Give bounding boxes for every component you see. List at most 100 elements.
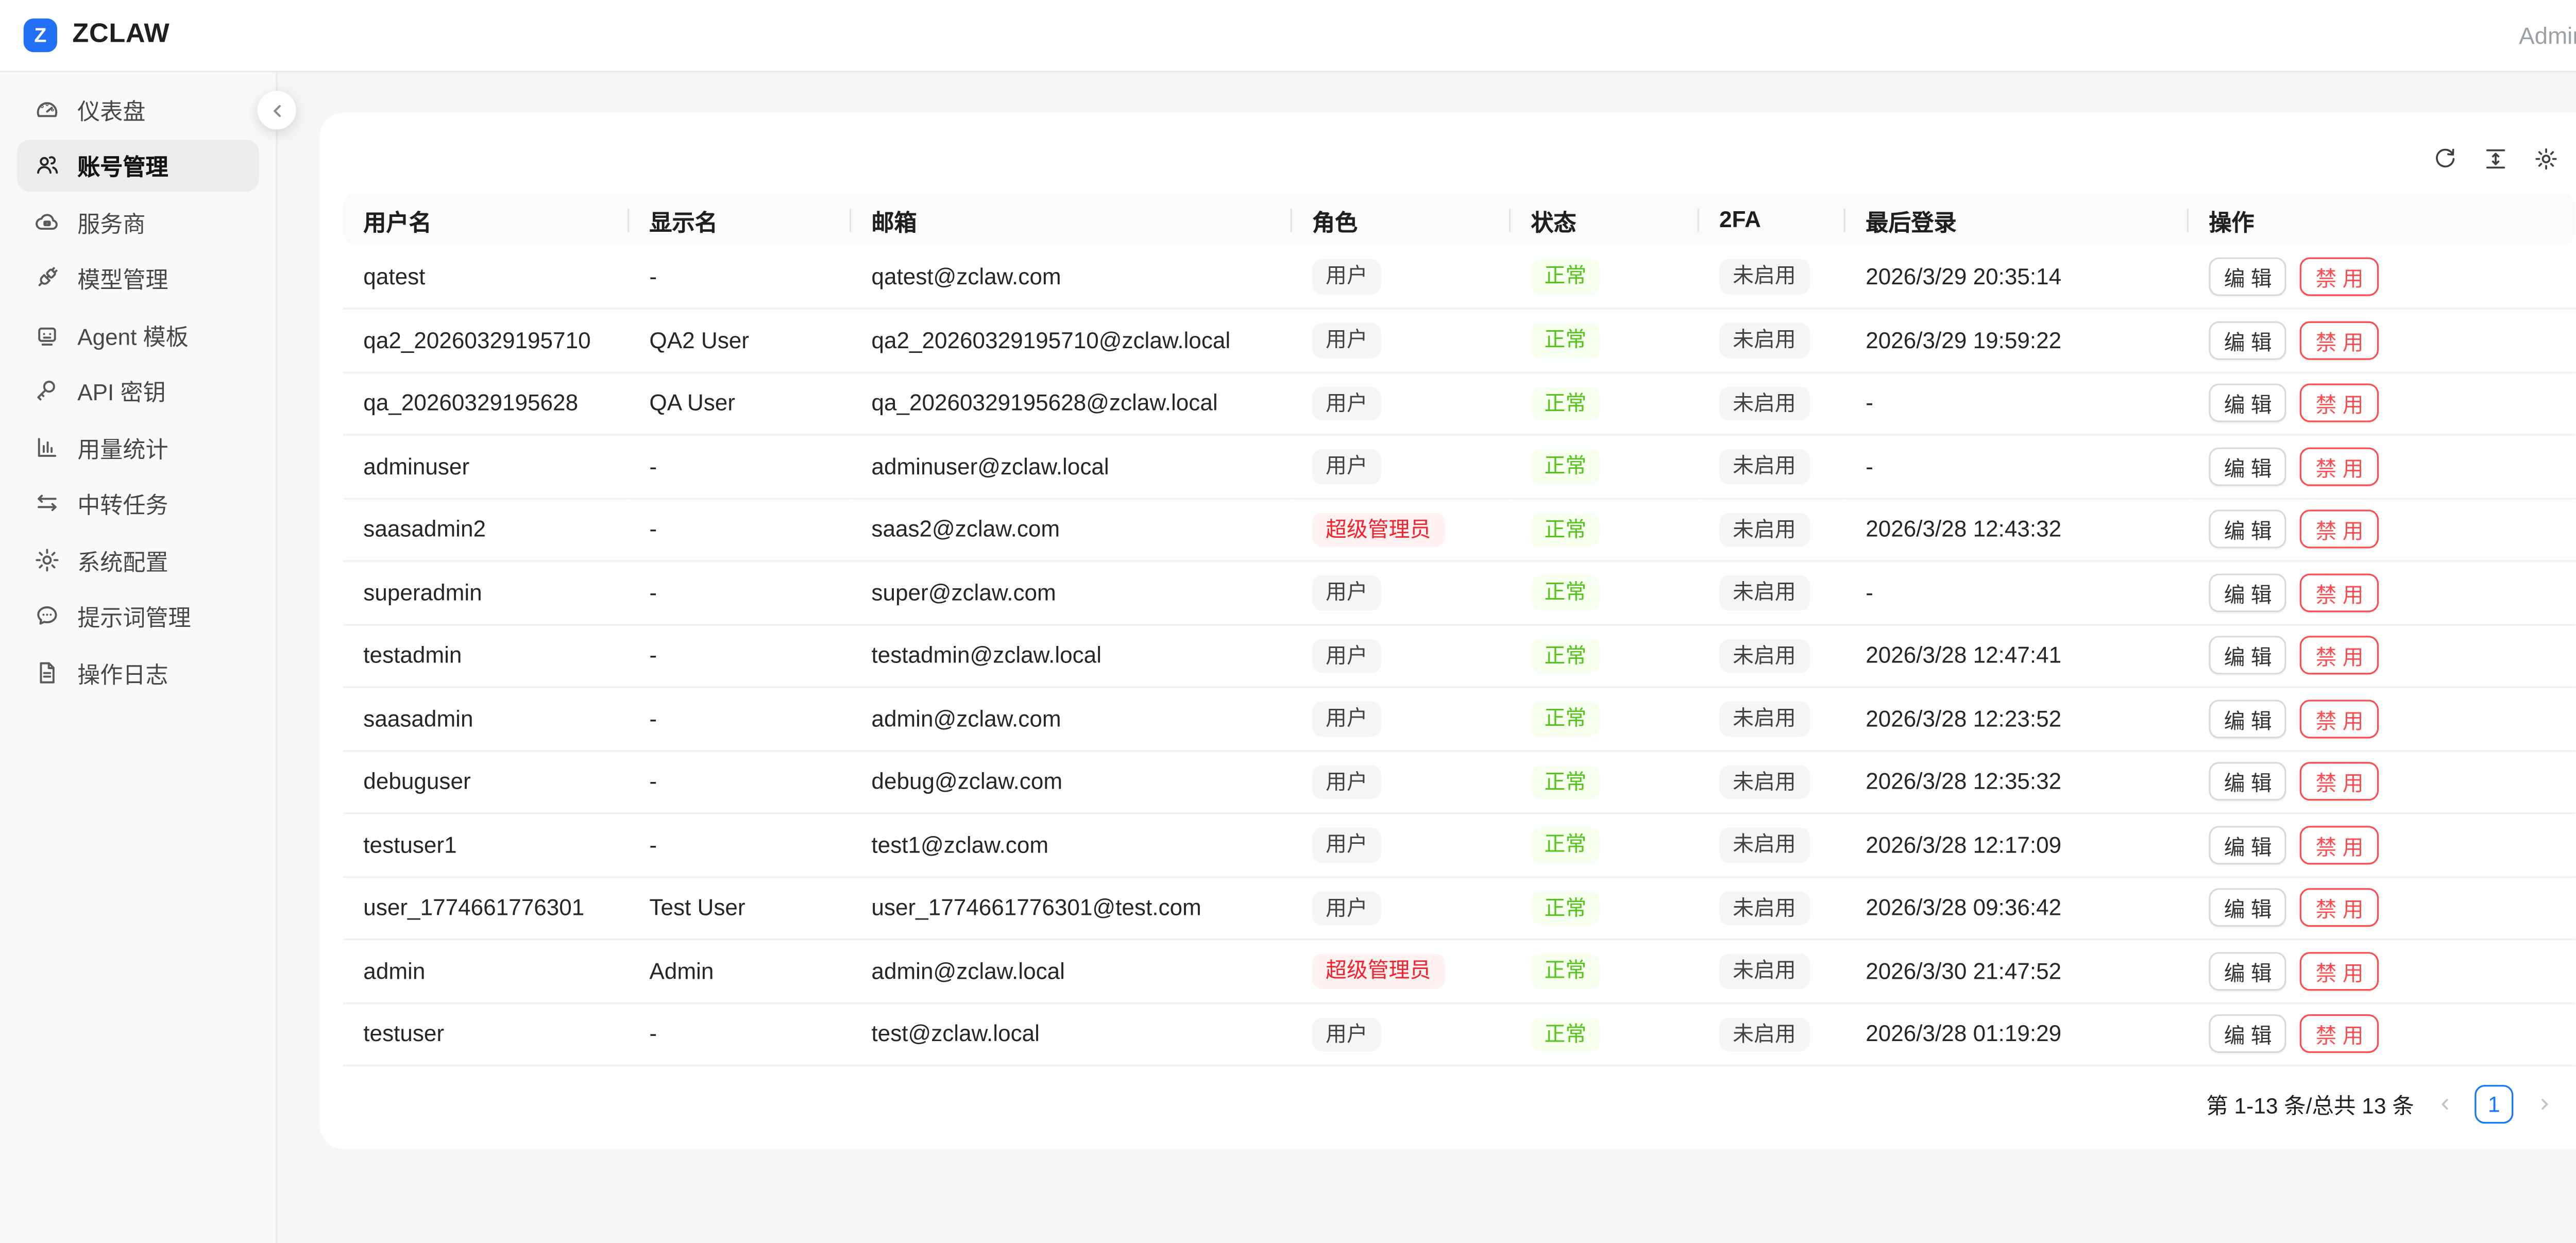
user-menu[interactable]: Admin	[2519, 22, 2576, 49]
cell-role: 用户	[1292, 876, 1511, 941]
role-badge: 用户	[1312, 701, 1381, 736]
sidebar-item-5[interactable]: API 密钥	[17, 364, 259, 417]
status-badge: 正常	[1531, 1016, 1600, 1051]
cell-status: 正常	[1511, 813, 1699, 877]
cell-email: test1@zclaw.com	[851, 813, 1292, 877]
reload-icon[interactable]	[2433, 145, 2458, 171]
disable-button[interactable]: 禁 用	[2300, 636, 2379, 675]
column-height-icon[interactable]	[2483, 145, 2509, 171]
disable-button[interactable]: 禁 用	[2300, 1014, 2379, 1053]
twofa-badge: 未启用	[1719, 575, 1809, 610]
sidebar-item-8[interactable]: 系统配置	[17, 533, 259, 586]
disable-button[interactable]: 禁 用	[2300, 699, 2379, 738]
disable-button[interactable]: 禁 用	[2300, 762, 2379, 802]
cell-role: 用户	[1292, 624, 1511, 688]
twofa-badge: 未启用	[1719, 322, 1809, 357]
edit-button[interactable]: 编 辑	[2209, 447, 2287, 486]
cell-role: 用户	[1292, 1002, 1511, 1067]
cell-status: 正常	[1511, 309, 1699, 373]
cell-actions: 编 辑禁 用	[2189, 750, 2576, 814]
sidebar-item-label: 中转任务	[77, 493, 168, 519]
cell-email: qatest@zclaw.com	[851, 245, 1292, 310]
disable-button[interactable]: 禁 用	[2300, 257, 2379, 296]
disable-button[interactable]: 禁 用	[2300, 320, 2379, 360]
sidebar-item-1[interactable]: 账号管理	[16, 139, 259, 192]
sidebar-item-3[interactable]: 模型管理	[17, 251, 259, 304]
sidebar-item-10[interactable]: 操作日志	[17, 646, 259, 699]
cell-email: adminuser@zclaw.local	[851, 435, 1292, 499]
twofa-badge: 未启用	[1719, 386, 1809, 421]
role-badge: 用户	[1312, 575, 1381, 610]
cell-username: testuser	[343, 1002, 630, 1067]
disable-button[interactable]: 禁 用	[2300, 825, 2379, 864]
edit-button[interactable]: 编 辑	[2209, 510, 2287, 549]
status-badge: 正常	[1531, 953, 1600, 989]
pagination-prev-button[interactable]	[2429, 1084, 2460, 1122]
edit-button[interactable]: 编 辑	[2209, 573, 2287, 612]
user-table-card: 用户名 显示名 邮箱 角色 状态 2FA 最后登录 操作 qatest - qatest@zcla…	[319, 112, 2576, 1149]
disable-button[interactable]: 禁 用	[2300, 573, 2379, 612]
sidebar-item-7[interactable]: 中转任务	[17, 477, 259, 530]
sidebar-item-9[interactable]: 提示词管理	[17, 589, 259, 642]
column-header-actions: 操作	[2189, 193, 2576, 246]
sidebar-item-2[interactable]: 服务商	[17, 195, 259, 248]
edit-button[interactable]: 编 辑	[2209, 762, 2287, 802]
cell-status: 正常	[1511, 939, 1699, 1003]
role-badge: 超级管理员	[1312, 512, 1445, 547]
edit-button[interactable]: 编 辑	[2209, 257, 2287, 296]
sidebar-item-label: 服务商	[77, 211, 146, 237]
cell-display-name: -	[629, 498, 852, 562]
cell-display-name: -	[629, 435, 852, 499]
disable-button[interactable]: 禁 用	[2300, 888, 2379, 928]
edit-button[interactable]: 编 辑	[2209, 320, 2287, 360]
disable-button[interactable]: 禁 用	[2300, 951, 2379, 991]
cell-username: admin	[343, 939, 630, 1003]
disable-button[interactable]: 禁 用	[2300, 384, 2379, 423]
disable-button[interactable]: 禁 用	[2300, 510, 2379, 549]
cell-actions: 编 辑禁 用	[2189, 939, 2576, 1003]
cell-username: qa2_20260329195710	[343, 309, 630, 373]
cell-role: 用户	[1292, 560, 1511, 625]
cell-email: qa2_20260329195710@zclaw.local	[851, 309, 1292, 373]
pagination: 第 1-13 条/总共 13 条 1	[343, 1066, 2575, 1140]
sidebar-item-4[interactable]: Agent 模板	[17, 308, 259, 361]
brand[interactable]: Z ZCLAW	[23, 18, 170, 53]
edit-button[interactable]: 编 辑	[2209, 384, 2287, 423]
cell-display-name: QA User	[629, 371, 852, 436]
user-table: 用户名 显示名 邮箱 角色 状态 2FA 最后登录 操作 qatest - qatest@zcla…	[343, 193, 2576, 1067]
brand-logo-icon: Z	[23, 18, 58, 53]
role-badge: 用户	[1312, 764, 1381, 799]
status-badge: 正常	[1531, 512, 1600, 547]
cell-last-login: -	[1845, 435, 2189, 499]
cell-username: superadmin	[343, 560, 630, 625]
table-body: qatest - qatest@zclaw.com 用户 正常 未启用 2026/3/29 …	[343, 245, 2576, 1067]
edit-button[interactable]: 编 辑	[2209, 825, 2287, 864]
pagination-page-1-button[interactable]: 1	[2475, 1084, 2514, 1123]
twofa-badge: 未启用	[1719, 512, 1809, 547]
settings-icon[interactable]	[2534, 145, 2559, 171]
edit-button[interactable]: 编 辑	[2209, 1014, 2287, 1053]
status-badge: 正常	[1531, 575, 1600, 610]
pagination-next-button[interactable]	[2529, 1084, 2559, 1122]
sidebar-item-6[interactable]: 用量统计	[17, 420, 259, 473]
cell-role: 用户	[1292, 309, 1511, 373]
cell-last-login: 2026/3/28 12:43:32	[1845, 498, 2189, 562]
edit-button[interactable]: 编 辑	[2209, 699, 2287, 738]
cell-last-login: -	[1845, 560, 2189, 625]
users-icon	[33, 152, 60, 179]
table-row: admin Admin admin@zclaw.local 超级管理员 正常 未启用 202…	[343, 939, 2576, 1003]
cell-username: adminuser	[343, 435, 630, 499]
sidebar-item-label: 账号管理	[77, 155, 168, 181]
sidebar-collapse-button[interactable]	[257, 91, 296, 130]
sidebar-item-label: 操作日志	[77, 662, 168, 688]
table-row: debuguser - debug@zclaw.com 用户 正常 未启用 2026/3/2…	[343, 750, 2576, 814]
edit-button[interactable]: 编 辑	[2209, 636, 2287, 675]
edit-button[interactable]: 编 辑	[2209, 888, 2287, 928]
cell-display-name: Admin	[629, 939, 852, 1003]
disable-button[interactable]: 禁 用	[2300, 447, 2379, 486]
cell-last-login: 2026/3/28 12:17:09	[1845, 813, 2189, 877]
cell-2fa: 未启用	[1699, 624, 1846, 688]
edit-button[interactable]: 编 辑	[2209, 951, 2287, 991]
sidebar-item-0[interactable]: 仪表盘	[17, 82, 259, 135]
sidebar-item-label: 模型管理	[77, 268, 168, 293]
